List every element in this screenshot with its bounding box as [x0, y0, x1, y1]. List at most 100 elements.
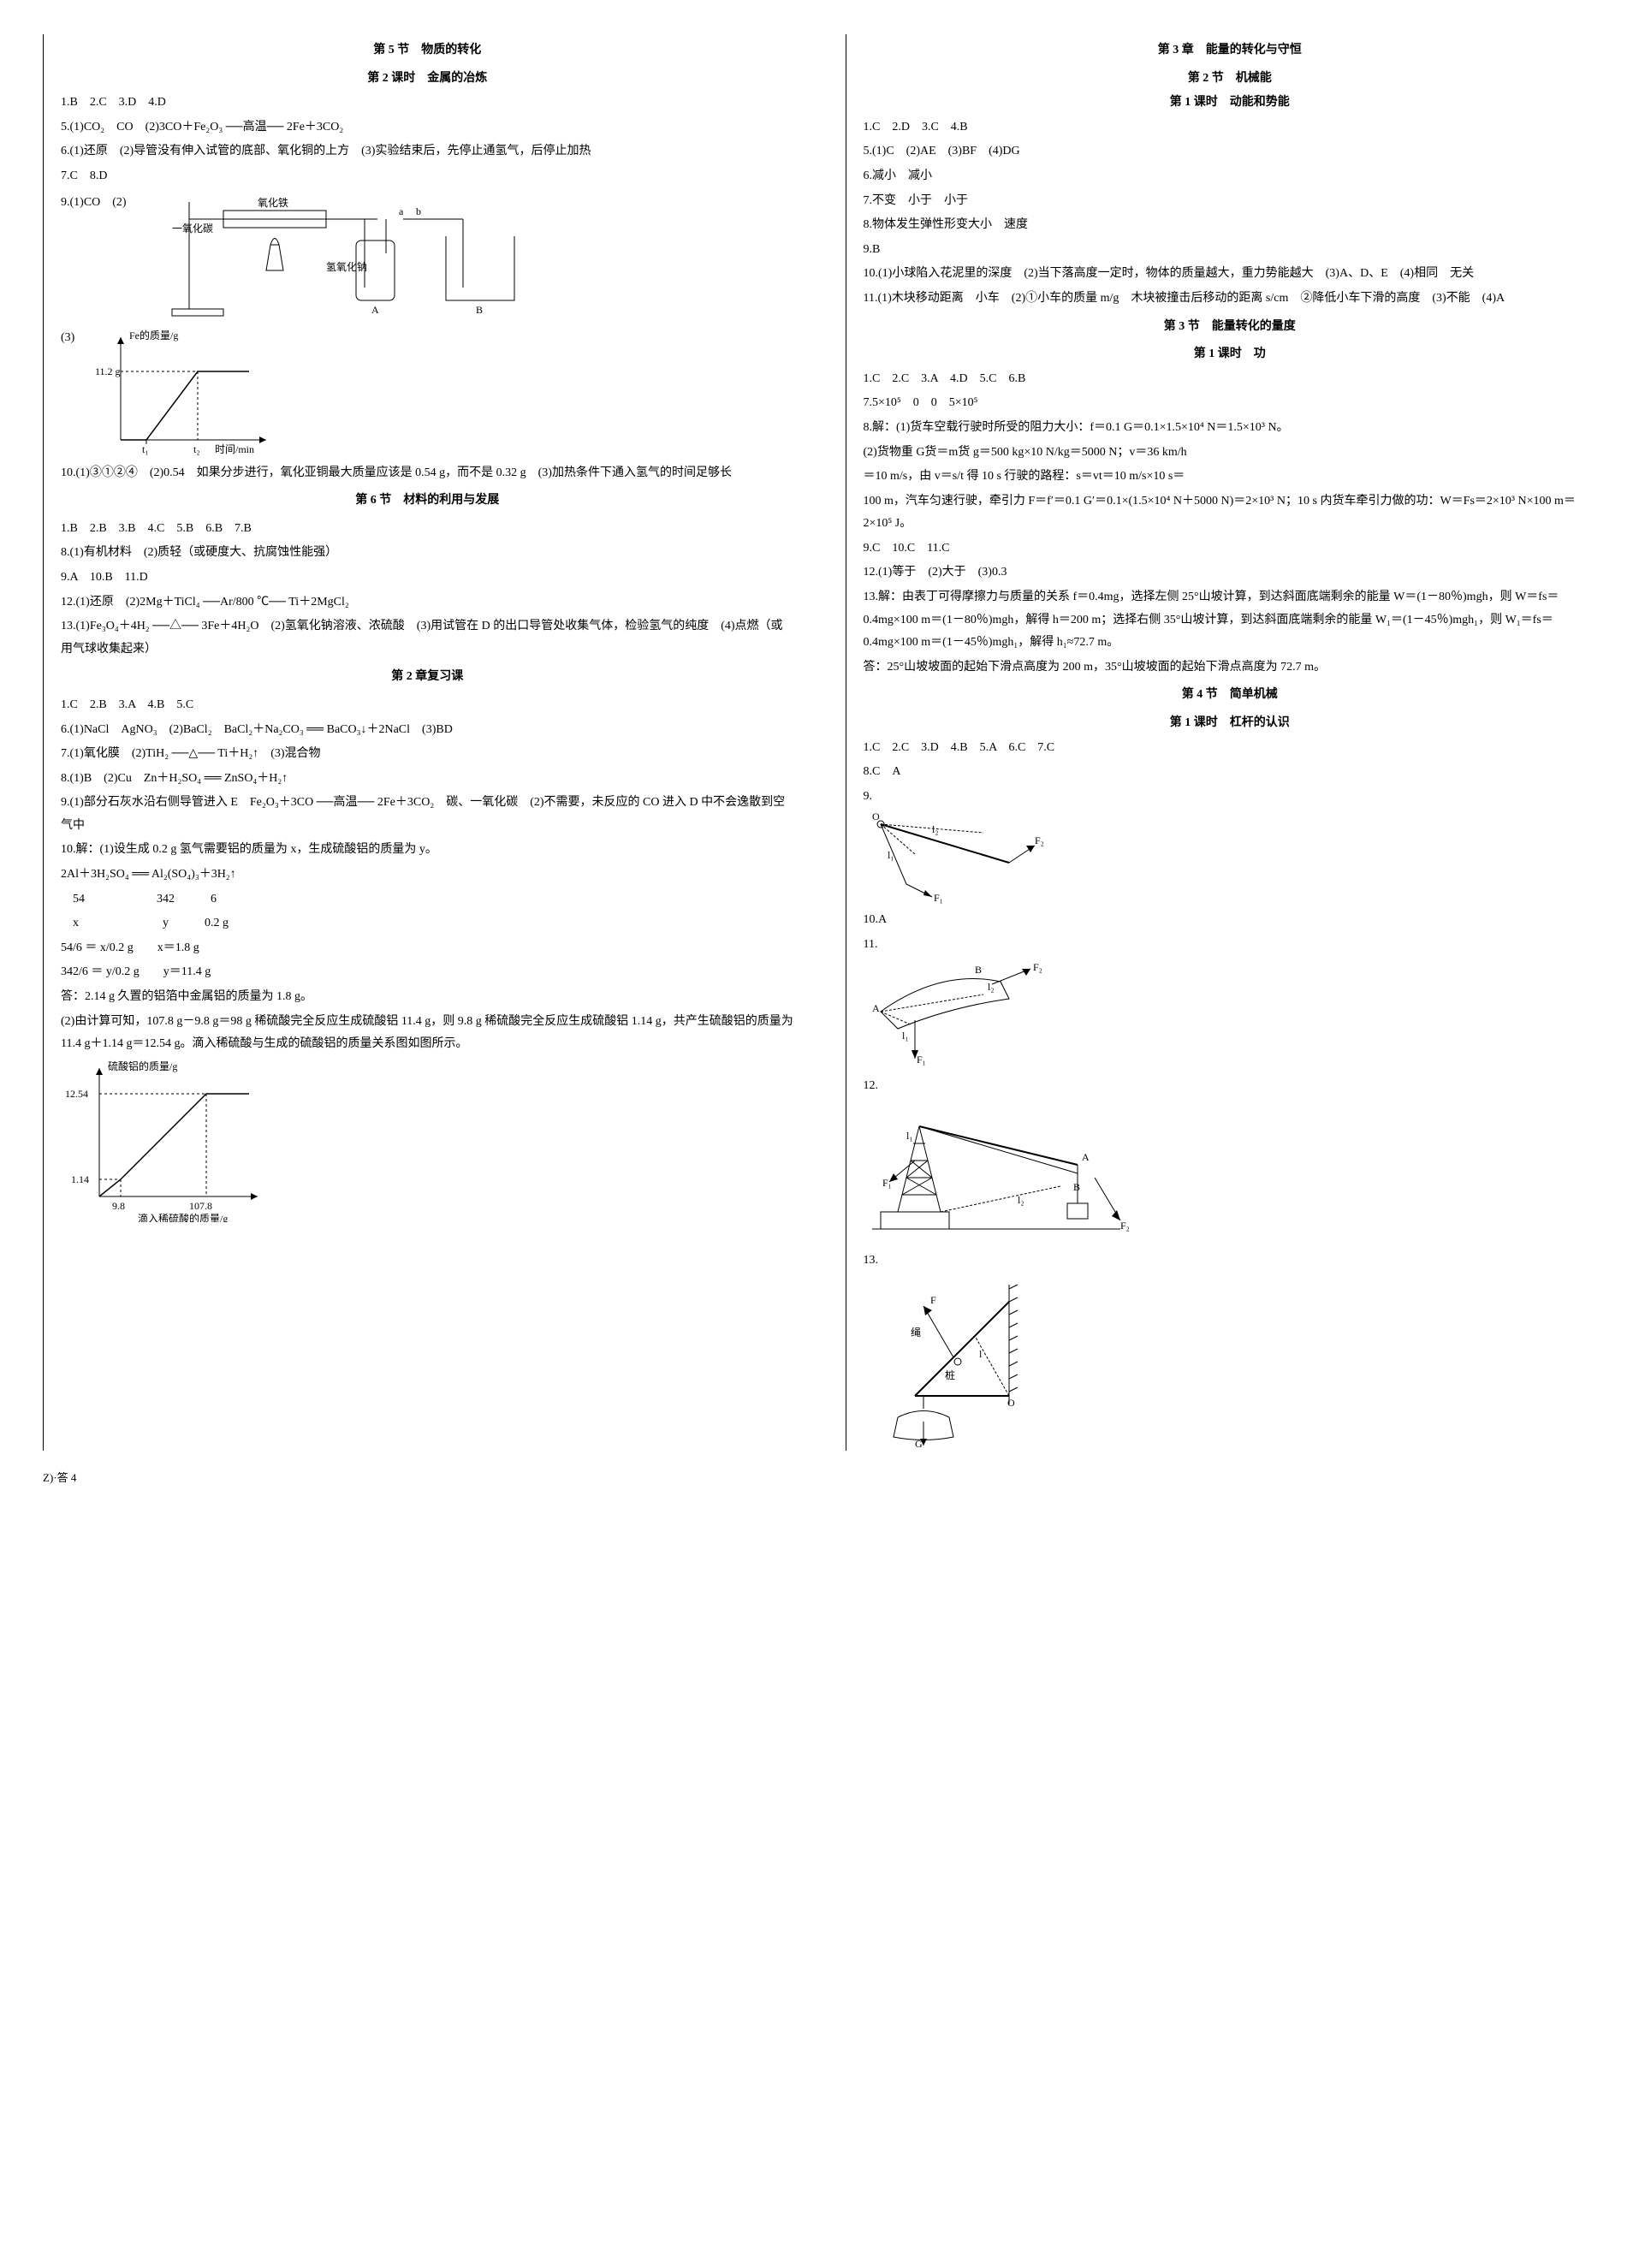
- answer-line: 12.: [864, 1075, 1597, 1098]
- answer-line: (2)货物重 G货＝m货 g＝500 kg×10 N/kg＝5000 N；v＝3…: [864, 442, 1597, 465]
- section-2-title: 第 2 节 机械能: [864, 68, 1597, 91]
- chapter-2-review-title: 第 2 章复习课: [61, 666, 794, 689]
- answer-line: 6.(1)NaCl AgNO₃ (2)BaCl₂ BaCl₂＋Na₂CO₃ ══…: [61, 719, 794, 742]
- clothes-hanger-diagram-13: O F G l 绳 桩: [864, 1276, 1052, 1447]
- label: l₁: [902, 1030, 909, 1042]
- label: l: [979, 1348, 983, 1360]
- label: 一氧化碳: [172, 223, 213, 235]
- answer-line: 8.解：(1)货车空载行驶时所受的阻力大小：f＝0.1 G＝0.1×1.5×10…: [864, 417, 1597, 440]
- label: 107.8: [189, 1200, 212, 1212]
- answer-line: 12.(1)还原 (2)2Mg＋TiCl₄ ──Ar/800 ℃── Ti＋2M…: [61, 591, 794, 614]
- label: l₁: [888, 849, 894, 861]
- answer-line: (2)由计算可知，107.8 g－9.8 g＝98 g 稀硫酸完全反应生成硫酸铝…: [61, 1011, 794, 1056]
- answer-line: 5.(1)C (2)AE (3)BF (4)DG: [864, 140, 1597, 163]
- label: 12.54: [65, 1088, 88, 1100]
- apparatus-diagram: 一氧化碳 氧化铁 氢氧化钠 A a b B: [155, 193, 531, 322]
- label: F₂: [1120, 1220, 1130, 1232]
- answer-line: 11.(1)木块移动距离 小车 (2)①小车的质量 m/g 木块被撞击后移动的距…: [864, 288, 1597, 311]
- answer-line: x y 0.2 g: [61, 912, 794, 935]
- answer-line: 11.: [864, 934, 1597, 957]
- label: F₂: [1033, 961, 1042, 973]
- answer-line: 1.C 2.C 3.D 4.B 5.A 6.C 7.C: [864, 737, 1597, 760]
- answer-line: 10.解：(1)设生成 0.2 g 氢气需要铝的质量为 x，生成硫酸铝的质量为 …: [61, 839, 794, 862]
- label: 9.8: [112, 1200, 125, 1212]
- label: a: [399, 205, 404, 217]
- answer-line: 1.C 2.B 3.A 4.B 5.C: [61, 694, 794, 717]
- chapter-3-title: 第 3 章 能量的转化与守恒: [864, 39, 1597, 62]
- page-footer: Z)·答 4: [43, 1468, 1596, 1489]
- sulfate-graph: 硫酸铝的质量/g 12.54 1.14 9.8 107.8 滴入稀硫酸的质量/g: [61, 1060, 283, 1222]
- right-column: 第 3 章 能量的转化与守恒 第 2 节 机械能 第 1 课时 动能和势能 1.…: [846, 34, 1597, 1451]
- answer-line: 13.解：由表丁可得摩擦力与质量的关系 f＝0.4mg，选择左侧 25°山坡计算…: [864, 586, 1597, 655]
- answer-line: 1.C 2.C 3.A 4.D 5.C 6.B: [864, 368, 1597, 391]
- lesson-1-lever-title: 第 1 课时 杠杆的认识: [864, 712, 1597, 735]
- answer-line: 6.减小 减小: [864, 165, 1597, 188]
- lesson-1-title: 第 1 课时 动能和势能: [864, 92, 1597, 115]
- label: 氧化铁: [258, 197, 288, 209]
- left-column: 第 5 节 物质的转化 第 2 课时 金属的冶炼 1.B 2.C 3.D 4.D…: [43, 34, 794, 1451]
- label: 桩: [945, 1369, 955, 1381]
- answer-line: 10.A: [864, 909, 1597, 932]
- label: A: [1082, 1151, 1090, 1163]
- answer-line: 8.C A: [864, 761, 1597, 784]
- answer-line: 7.(1)氧化膜 (2)TiH₂ ──△── Ti＋H₂↑ (3)混合物: [61, 743, 794, 766]
- lever-diagram-9: O F₁ F₂ l₁ l₂: [864, 811, 1052, 905]
- label: 硫酸铝的质量/g: [108, 1060, 177, 1072]
- label: 11.2 g: [95, 365, 121, 377]
- answer-line: 342/6 ＝ y/0.2 g y＝11.4 g: [61, 961, 794, 984]
- answer-line: ＝10 m/s，由 v＝s/t 得 10 s 行驶的路程：s＝vt＝10 m/s…: [864, 466, 1597, 489]
- label: l₂: [1018, 1194, 1024, 1206]
- section-4-title: 第 4 节 简单机械: [864, 684, 1597, 707]
- answer-line: 9.: [864, 786, 1597, 809]
- answer-line: 1.B 2.B 3.B 4.C 5.B 6.B 7.B: [61, 518, 794, 541]
- label: G: [915, 1438, 923, 1447]
- answer-line: 9.C 10.C 11.C: [864, 537, 1597, 561]
- label: F₁: [934, 892, 943, 904]
- answer-line: 答：25°山坡坡面的起始下滑点高度为 200 m，35°山坡坡面的起始下滑点高度…: [864, 656, 1597, 680]
- answer-line: 12.(1)等于 (2)大于 (3)0.3: [864, 561, 1597, 585]
- label: O: [1007, 1397, 1015, 1409]
- label: A: [371, 304, 379, 316]
- label: F₁: [917, 1054, 926, 1066]
- section-5-title: 第 5 节 物质的转化: [61, 39, 794, 62]
- answer-line: 6.(1)还原 (2)导管没有伸入试管的底部、氧化铜的上方 (3)实验结束后，先…: [61, 140, 794, 163]
- label: l₂: [932, 823, 939, 835]
- label: l₂: [988, 981, 995, 993]
- answer-line: 54/6 ＝ x/0.2 g x＝1.8 g: [61, 937, 794, 960]
- section-6-title: 第 6 节 材料的利用与发展: [61, 490, 794, 513]
- answer-line: 100 m，汽车匀速行驶，牵引力 F＝f′＝0.1 G′＝0.1×(1.5×10…: [864, 490, 1597, 536]
- answer-line: 8.物体发生弹性形变大小 速度: [864, 214, 1597, 237]
- crane-diagram-12: F₁ F₂ A B l₁ l₂: [864, 1101, 1137, 1246]
- answer-line: 7.不变 小于 小于: [864, 190, 1597, 213]
- label: A: [872, 1002, 880, 1014]
- answer-line: 7.C 8.D: [61, 165, 794, 188]
- label: B: [975, 964, 982, 976]
- fe-mass-graph: Fe的质量/g 11.2 g t₁ t₂ 时间/min: [95, 329, 283, 457]
- label: b: [416, 205, 421, 217]
- lesson-2-title: 第 2 课时 金属的冶炼: [61, 68, 794, 91]
- label: t₂: [193, 443, 200, 455]
- answer-line: 10.(1)③①②④ (2)0.54 如果分步进行，氧化亚铜最大质量应该是 0.…: [61, 462, 794, 485]
- answer-line: 7.5×10⁵ 0 0 5×10⁵: [864, 392, 1597, 415]
- answer-line: 13.(1)Fe₃O₄＋4H₂ ──△── 3Fe＋4H₂O (2)氢氧化钠溶液…: [61, 615, 794, 661]
- label: l₁: [906, 1130, 913, 1142]
- label: 氢氧化钠: [326, 260, 367, 273]
- answer-line: 9.(1)部分石灰水沿右侧导管进入 E Fe₂O₃＋3CO ──高温── 2Fe…: [61, 792, 794, 837]
- answer-line: 答：2.14 g 久置的铝箔中金属铝的质量为 1.8 g。: [61, 986, 794, 1009]
- answer-line: 8.(1)有机材料 (2)质轻（或硬度大、抗腐蚀性能强）: [61, 542, 794, 565]
- answer-line: 5.(1)CO₂ CO (2)3CO＋Fe₂O₃ ──高温── 2Fe＋3CO₂: [61, 116, 794, 140]
- label: 绳: [911, 1327, 921, 1339]
- answer-line: 2Al＋3H₂SO₄ ══ Al₂(SO₄)₃＋3H₂↑: [61, 864, 794, 887]
- answer-line: 8.(1)B (2)Cu Zn＋H₂SO₄ ══ ZnSO₄＋H₂↑: [61, 768, 794, 791]
- section-3-title: 第 3 节 能量转化的量度: [864, 316, 1597, 339]
- label: 1.14: [71, 1173, 89, 1185]
- answer-line: 13.: [864, 1250, 1597, 1273]
- label: 时间/min: [215, 443, 254, 455]
- answer-line: 9.A 10.B 11.D: [61, 567, 794, 590]
- label: 滴入稀硫酸的质量/g: [138, 1212, 228, 1222]
- answer-line: 9.B: [864, 239, 1597, 262]
- answer-line: 1.B 2.C 3.D 4.D: [61, 92, 794, 115]
- lesson-1-work-title: 第 1 课时 功: [864, 343, 1597, 366]
- label: B: [1073, 1181, 1080, 1193]
- label: F: [930, 1294, 936, 1306]
